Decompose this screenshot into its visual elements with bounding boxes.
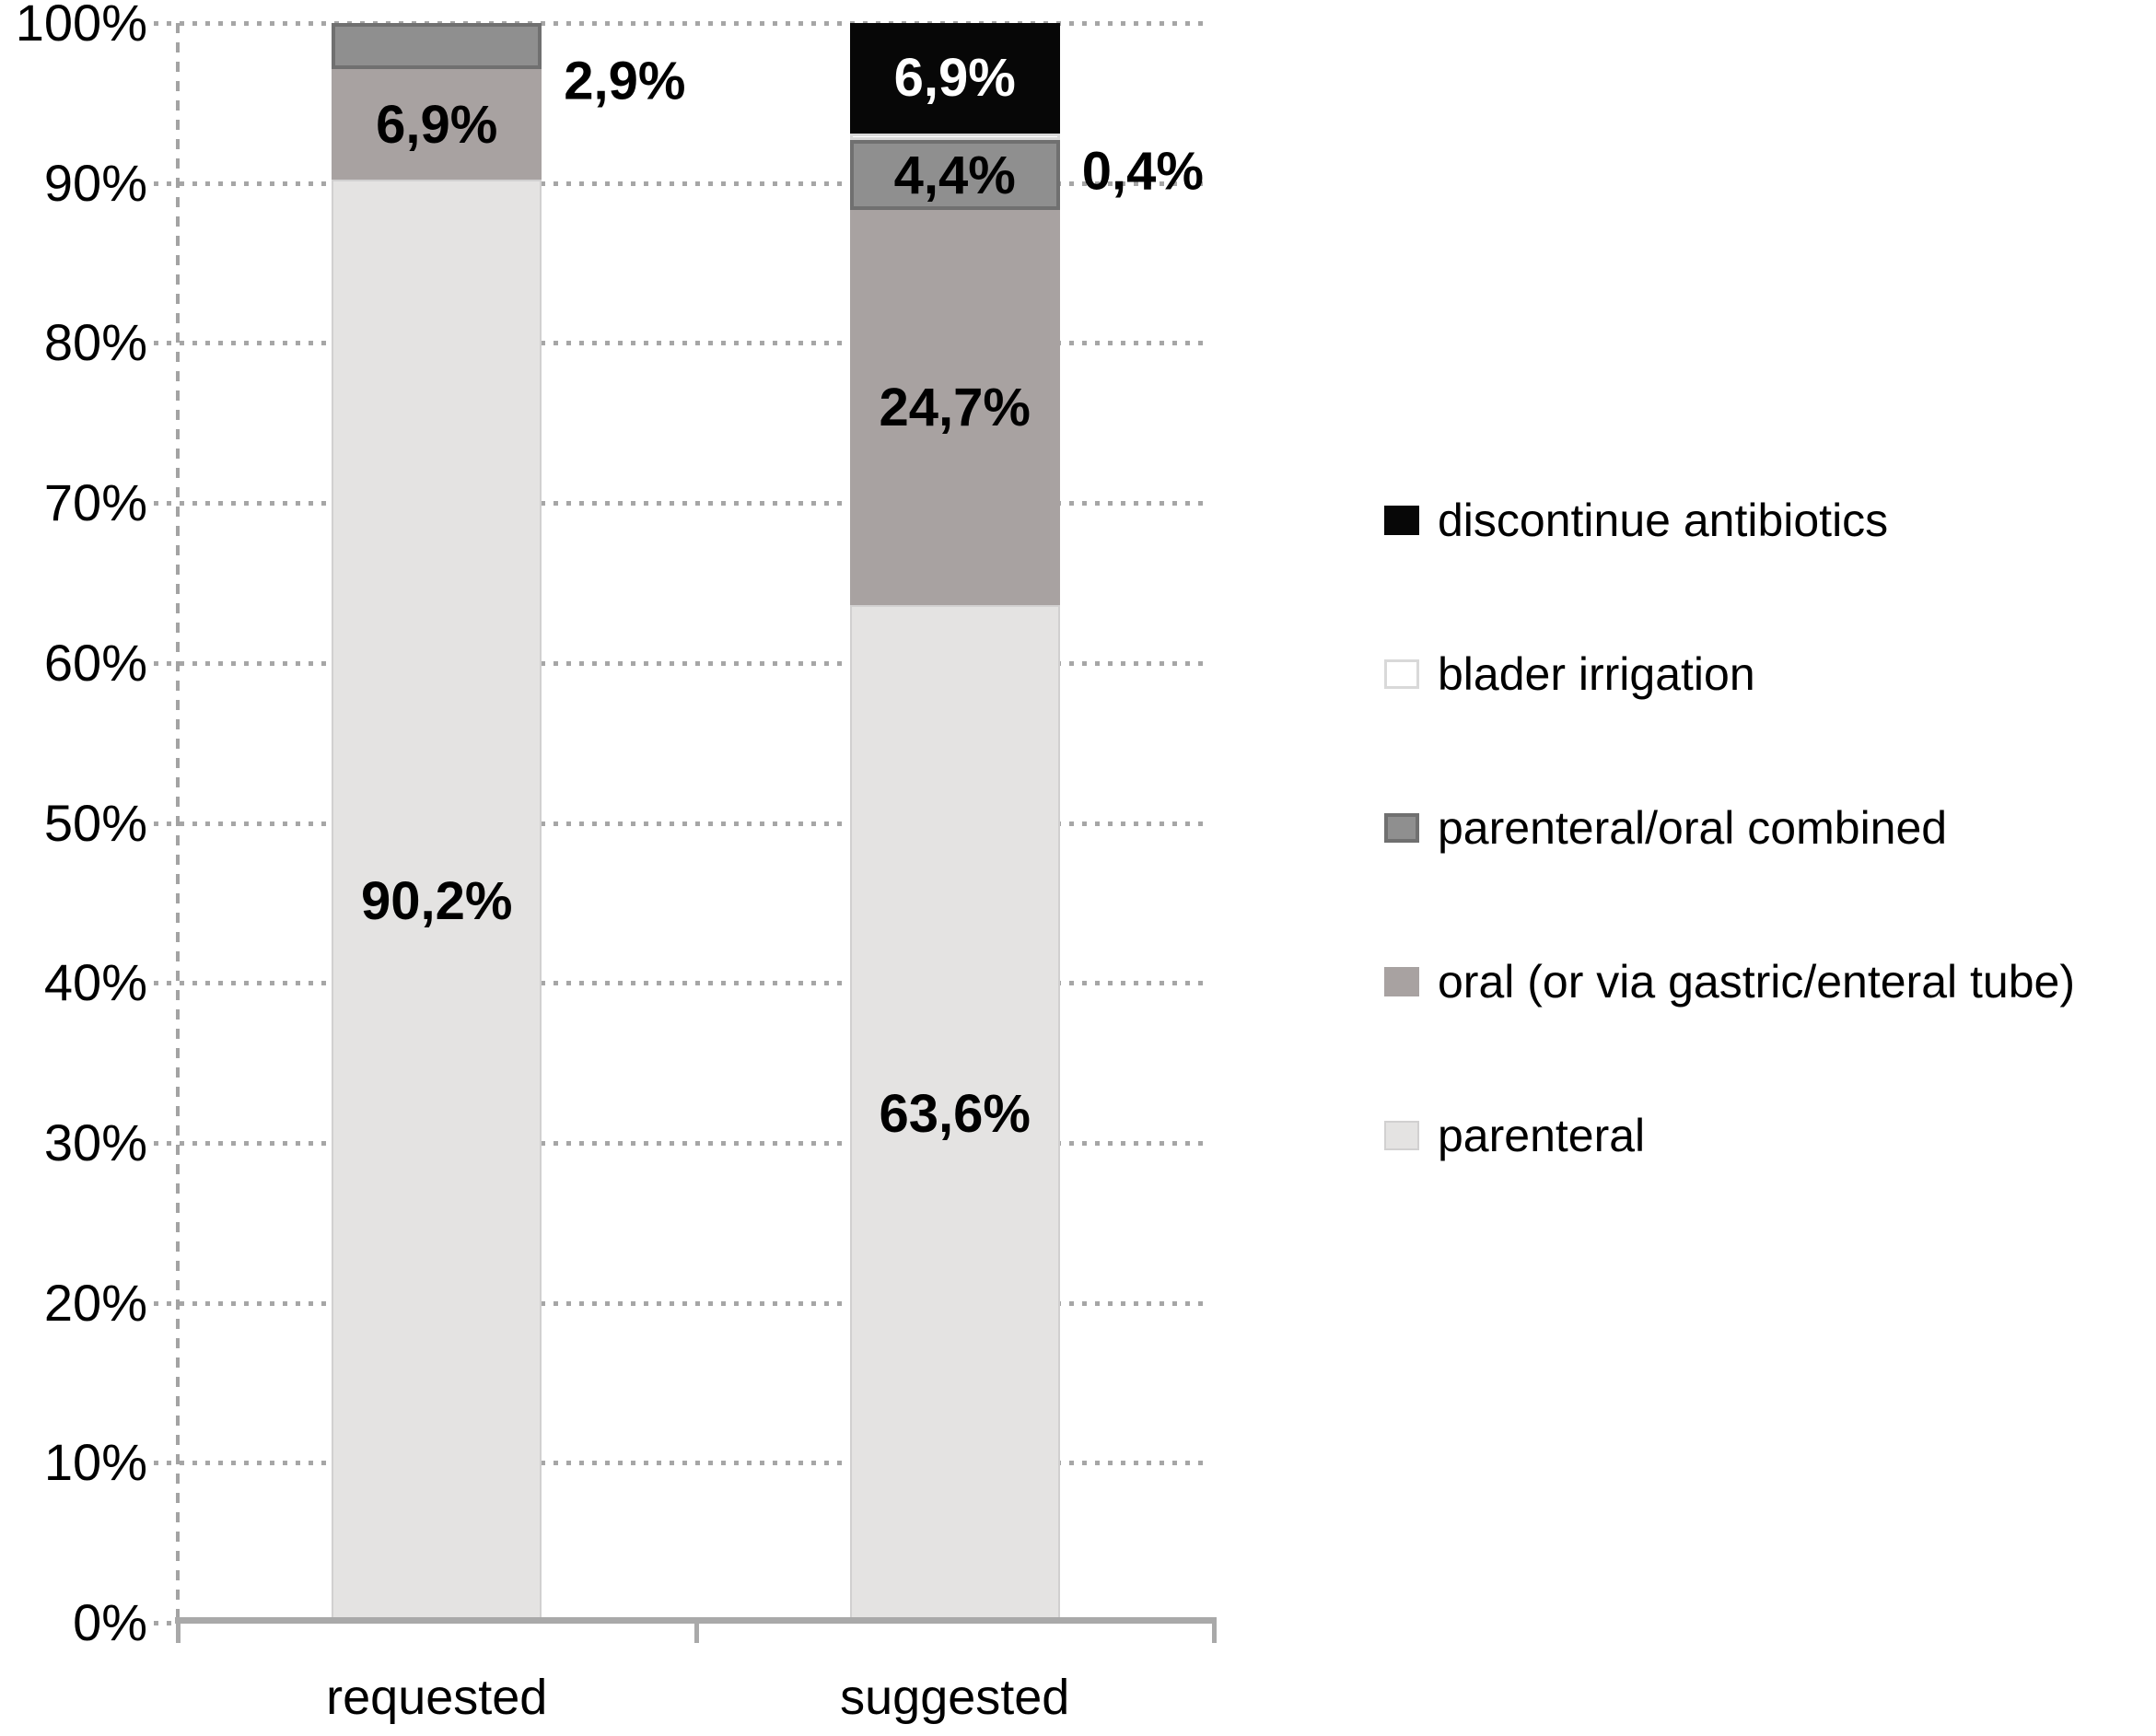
gridline-60% xyxy=(154,660,1206,666)
legend-swatch-parenteral/oral combined xyxy=(1384,813,1419,843)
x-axis-line xyxy=(175,1617,1217,1624)
bar-suggested: 6,9% 4,4% 24,7% 63,6% xyxy=(849,23,1060,1623)
y-tick-label: 40% xyxy=(43,953,147,1012)
data-label: 24,7% xyxy=(879,378,1031,438)
segment-parenteral/oral combined xyxy=(332,23,542,70)
data-label: 63,6% xyxy=(879,1084,1031,1145)
data-label: 6,9% xyxy=(376,94,498,155)
y-tick-label: 70% xyxy=(43,473,147,532)
x-axis-tick xyxy=(176,1623,181,1643)
data-label: 6,9% xyxy=(893,48,1016,109)
segment-blader irrigation xyxy=(849,133,1060,140)
legend-label: discontinue antibiotics xyxy=(1438,495,1889,546)
legend-item-parenteral/oral combined: parenteral/oral combined xyxy=(1384,798,1947,857)
segment-parenteral: 90,2% xyxy=(332,180,542,1623)
legend-label: oral (or via gastric/enteral tube) xyxy=(1438,956,2075,1008)
gridline-90% xyxy=(154,181,1206,186)
data-label: 4,4% xyxy=(893,145,1016,205)
legend-item-blader irrigation: blader irrigation xyxy=(1384,645,1755,704)
y-axis-line xyxy=(176,23,180,1623)
y-tick-label: 50% xyxy=(43,793,147,852)
y-tick-label: 100% xyxy=(15,0,147,52)
legend-swatch-discontinue antibiotics xyxy=(1384,506,1419,535)
legend-swatch-blader irrigation xyxy=(1384,659,1419,689)
x-axis-tick xyxy=(1212,1623,1217,1643)
legend-label: parenteral xyxy=(1438,1110,1646,1161)
y-tick-label: 10% xyxy=(43,1433,147,1492)
legend-label: blader irrigation xyxy=(1438,648,1755,700)
category-label-requested: requested xyxy=(326,1670,548,1725)
y-tick-label: 30% xyxy=(43,1113,147,1171)
y-tick-label: 90% xyxy=(43,153,147,212)
gridline-10% xyxy=(154,1461,1206,1466)
y-tick-label: 80% xyxy=(43,313,147,372)
segment-discontinue antibiotics: 6,9% xyxy=(849,23,1060,134)
segment-oral (or via gastric/enteral tube): 6,9% xyxy=(332,69,542,181)
gridline-20% xyxy=(154,1300,1206,1306)
segment-parenteral: 63,6% xyxy=(849,605,1060,1623)
legend-item-parenteral: parenteral xyxy=(1384,1106,1645,1165)
gridline-0% xyxy=(154,1621,178,1625)
data-label-outside: 0,4% xyxy=(1081,141,1204,202)
gridline-80% xyxy=(154,341,1206,346)
y-tick-label: 0% xyxy=(73,1593,147,1651)
legend-label: parenteral/oral combined xyxy=(1438,802,1948,854)
category-label-suggested: suggested xyxy=(840,1670,1070,1725)
legend-item-oral (or via gastric/enteral tube): oral (or via gastric/enteral tube) xyxy=(1384,952,2075,1011)
gridline-50% xyxy=(154,821,1206,826)
x-axis-tick xyxy=(693,1623,699,1643)
legend-item-discontinue antibiotics: discontinue antibiotics xyxy=(1384,491,1888,550)
legend-swatch-oral (or via gastric/enteral tube) xyxy=(1384,967,1419,996)
data-label: 90,2% xyxy=(361,871,513,932)
y-tick-label: 60% xyxy=(43,633,147,692)
gridline-70% xyxy=(154,501,1206,507)
data-label-outside: 2,9% xyxy=(564,51,686,111)
segment-parenteral/oral combined: 4,4% xyxy=(849,139,1060,211)
bar-requested: 6,9% 90,2% xyxy=(332,23,542,1623)
gridline-40% xyxy=(154,981,1206,986)
plot-area: 6,9% 90,2% 6,9% 4,4% 24,7% 63,6% xyxy=(154,21,1217,1643)
segment-oral (or via gastric/enteral tube): 24,7% xyxy=(849,210,1060,606)
y-tick-label: 20% xyxy=(43,1273,147,1332)
legend-swatch-parenteral xyxy=(1384,1121,1419,1150)
gridline-100% xyxy=(154,21,1206,26)
gridline-30% xyxy=(154,1140,1206,1146)
